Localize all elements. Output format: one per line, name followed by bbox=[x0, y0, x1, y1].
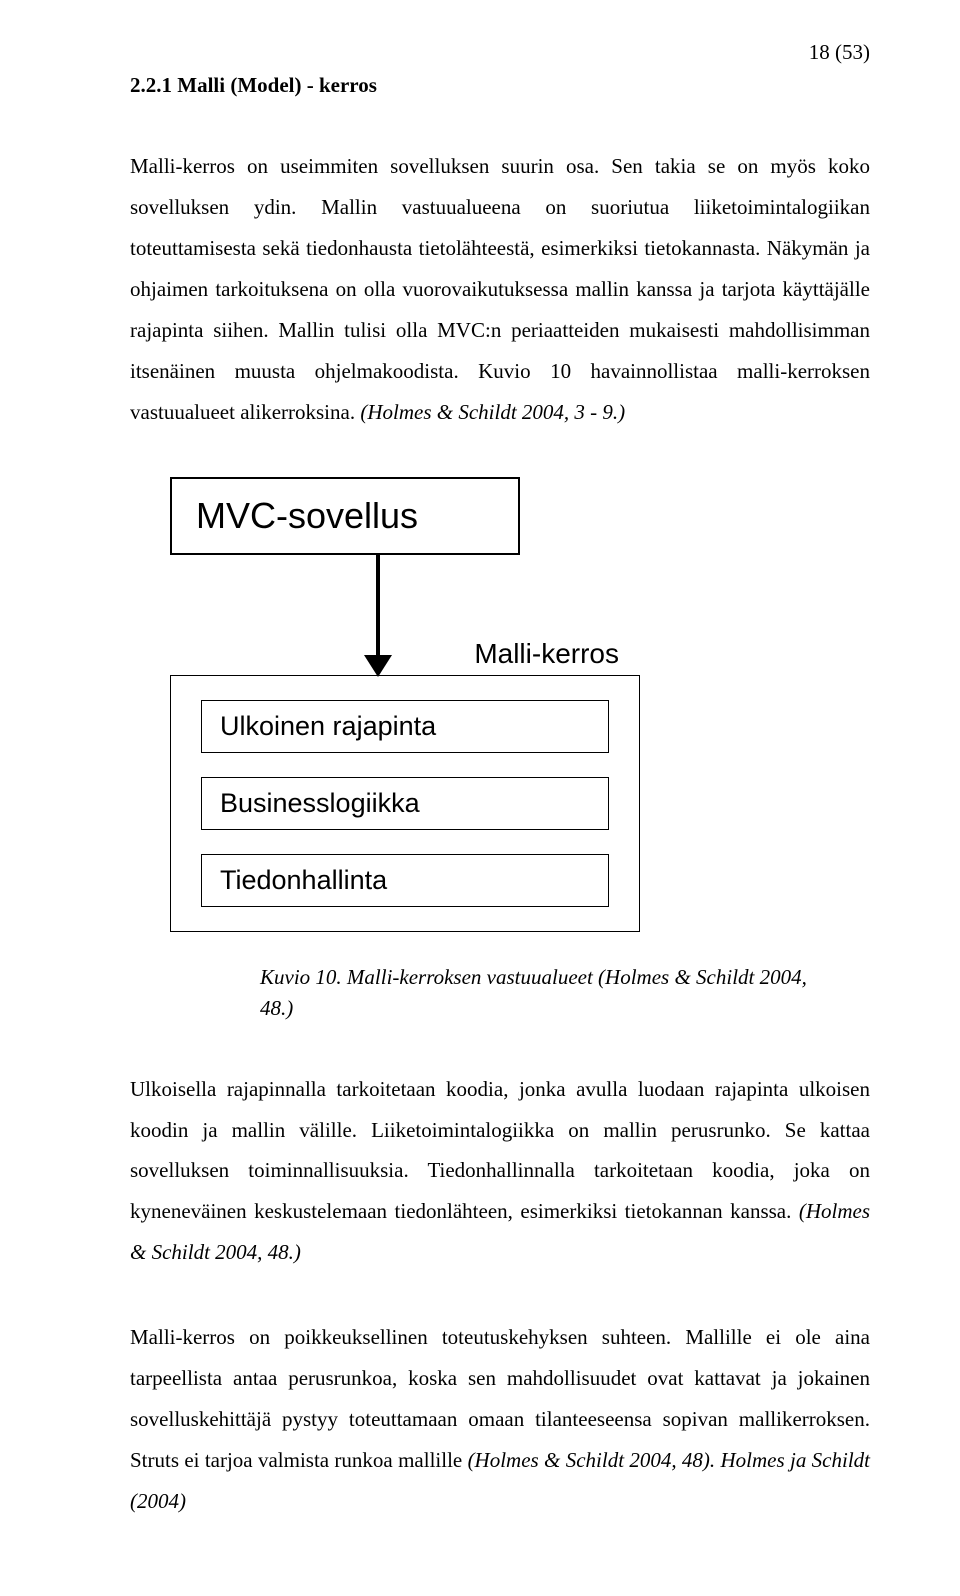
paragraph-1-citation: (Holmes & Schildt 2004, 3 - 9.) bbox=[360, 400, 625, 424]
figure-caption: Kuvio 10. Malli-kerroksen vastuualueet (… bbox=[260, 962, 820, 1025]
page-number: 18 (53) bbox=[130, 40, 870, 65]
diagram-inner-box-2: Businesslogiikka bbox=[201, 777, 609, 830]
paragraph-1-text: Malli-kerros on useimmiten sovelluksen s… bbox=[130, 154, 870, 424]
diagram-layer-label: Malli-kerros bbox=[474, 638, 619, 670]
diagram-container: MVC-sovellus Malli-kerros Ulkoinen rajap… bbox=[130, 477, 870, 1025]
paragraph-2: Ulkoisella rajapinnalla tarkoitetaan koo… bbox=[130, 1069, 870, 1274]
diagram-inner-box-1: Ulkoinen rajapinta bbox=[201, 700, 609, 753]
diagram-inner-box-3: Tiedonhallinta bbox=[201, 854, 609, 907]
mvc-diagram: MVC-sovellus Malli-kerros Ulkoinen rajap… bbox=[170, 477, 670, 932]
arrow-icon bbox=[370, 555, 386, 675]
paragraph-3-citation: (Holmes & Schildt 2004, 48). bbox=[468, 1448, 721, 1472]
paragraph-1: Malli-kerros on useimmiten sovelluksen s… bbox=[130, 146, 870, 433]
diagram-top-box: MVC-sovellus bbox=[170, 477, 520, 555]
paragraph-2-text: Ulkoisella rajapinnalla tarkoitetaan koo… bbox=[130, 1077, 870, 1224]
section-heading: 2.2.1 Malli (Model) - kerros bbox=[130, 73, 870, 98]
diagram-layer-box: Malli-kerros Ulkoinen rajapinta Business… bbox=[170, 675, 640, 932]
page-container: 18 (53) 2.2.1 Malli (Model) - kerros Mal… bbox=[0, 0, 960, 1582]
paragraph-3: Malli-kerros on poikkeuksellinen toteutu… bbox=[130, 1317, 870, 1522]
